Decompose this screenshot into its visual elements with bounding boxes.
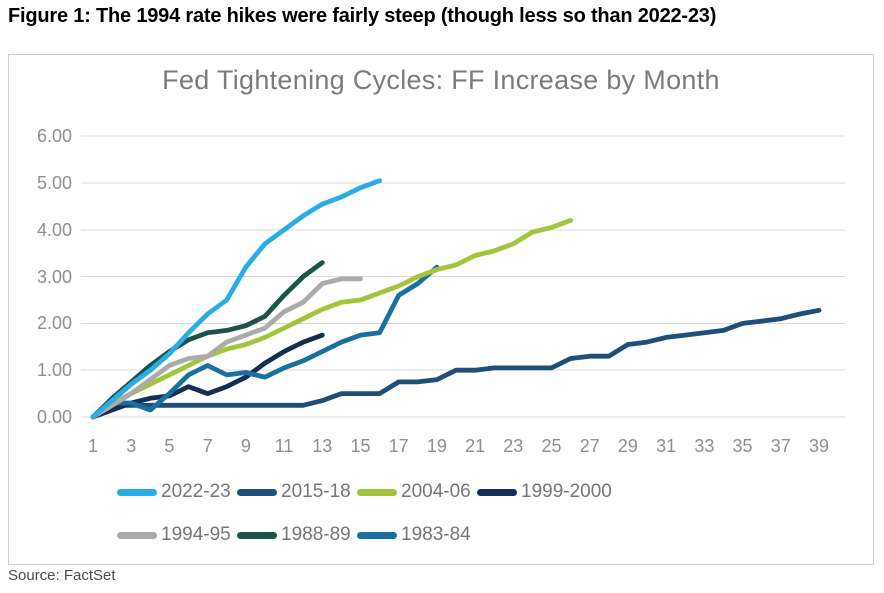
x-tick-label: 15	[350, 436, 371, 456]
y-tick-label: 1.00	[36, 360, 72, 381]
x-tick-label: 3	[126, 436, 137, 456]
x-tick-label: 13	[312, 436, 333, 456]
series-line-2022-23	[90, 178, 383, 420]
x-tick-label: 23	[503, 436, 524, 456]
legend-label: 2004-06	[401, 481, 471, 502]
legend-item-1983-84: 1983-84	[357, 524, 477, 546]
x-tick-label: 17	[388, 436, 409, 456]
plot-area: 0.00 1.00 2.00 3.00 4.00 5.00 6.00 1 3 5 7 9 11 13 15…	[9, 55, 873, 564]
legend-label: 2022-23	[161, 481, 231, 502]
legend-swatch-icon	[237, 531, 277, 539]
x-tick-label: 35	[732, 436, 753, 456]
legend-swatch-icon	[357, 531, 397, 539]
chart-legend: 2022-23 2015-18 2004-06 1999-2000 1994-95 198…	[117, 479, 612, 565]
x-tick-label: 33	[694, 436, 715, 456]
series-line-1983-84	[90, 264, 440, 420]
series-line-1994-95	[90, 276, 363, 420]
legend-item-1988-89: 1988-89	[237, 524, 357, 546]
series-line-2004-06	[90, 217, 573, 420]
series-line-2015-18	[90, 307, 822, 420]
y-tick-label: 3.00	[36, 266, 72, 287]
legend-label: 1988-89	[281, 524, 351, 545]
x-tick-label: 11	[274, 436, 294, 456]
x-tick-label: 27	[579, 436, 600, 456]
chart-title: Fed Tightening Cycles: FF Increase by Mo…	[162, 65, 720, 95]
legend-label: 1999-2000	[521, 481, 612, 502]
source-note: Source: FactSet	[8, 567, 116, 584]
legend-item-2015-18: 2015-18	[237, 481, 357, 503]
legend-row: 2022-23 2015-18 2004-06 1999-2000	[117, 479, 612, 505]
y-tick-label: 2.00	[36, 313, 72, 334]
x-tick-label: 19	[426, 436, 447, 456]
x-tick-label: 31	[656, 436, 677, 456]
x-tick-label: 25	[541, 436, 562, 456]
x-tick-label: 9	[240, 436, 251, 456]
legend-label: 1983-84	[401, 524, 471, 545]
legend-swatch-icon	[117, 488, 157, 496]
y-tick-label: 6.00	[36, 126, 72, 147]
x-tick-label: 37	[770, 436, 791, 456]
chart-card: 0.00 1.00 2.00 3.00 4.00 5.00 6.00 1 3 5 7 9 11 13 15…	[8, 54, 874, 565]
legend-item-1999-2000: 1999-2000	[477, 481, 612, 503]
x-tick-label: 39	[808, 436, 829, 456]
y-tick-label: 0.00	[36, 407, 72, 427]
x-tick-label: 7	[202, 436, 213, 456]
legend-swatch-icon	[237, 488, 277, 496]
legend-label: 1994-95	[161, 524, 231, 545]
x-tick-label: 5	[164, 436, 175, 456]
legend-item-2004-06: 2004-06	[357, 481, 477, 503]
legend-label: 2015-18	[281, 481, 351, 502]
legend-item-1994-95: 1994-95	[117, 524, 237, 546]
legend-swatch-icon	[477, 488, 517, 496]
y-tick-label: 5.00	[36, 173, 72, 193]
y-tick-label: 4.00	[36, 219, 72, 240]
x-tick-label: 1	[87, 436, 98, 456]
legend-item-2022-23: 2022-23	[117, 481, 237, 503]
page-title: Figure 1: The 1994 rate hikes were fairl…	[8, 5, 717, 27]
plot-svg	[81, 135, 845, 420]
legend-row: 1994-95 1988-89 1983-84	[117, 522, 597, 548]
legend-swatch-icon	[117, 531, 157, 539]
legend-swatch-icon	[357, 488, 397, 496]
x-tick-label: 29	[617, 436, 638, 456]
x-tick-label: 21	[465, 436, 486, 456]
